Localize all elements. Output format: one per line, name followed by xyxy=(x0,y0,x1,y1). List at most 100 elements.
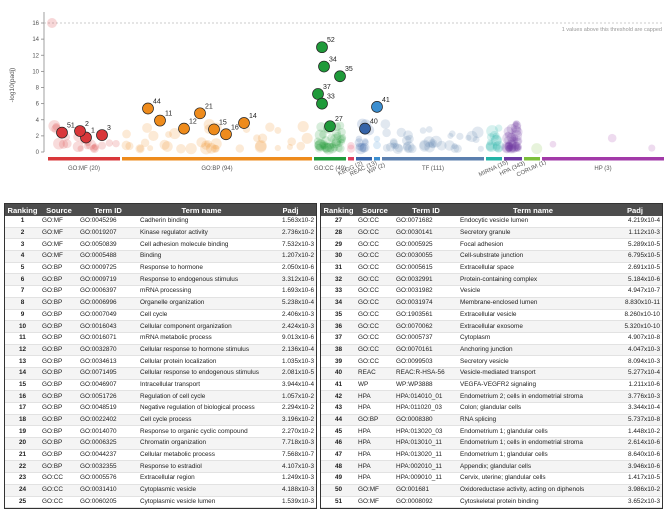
highlighted-point[interactable] xyxy=(316,97,328,110)
background-point xyxy=(162,141,173,152)
highlighted-point[interactable] xyxy=(194,107,206,120)
background-point xyxy=(507,142,517,152)
cell-ranking: 43 xyxy=(321,402,356,415)
background-point xyxy=(515,143,522,151)
background-point xyxy=(301,132,313,144)
cell-term-id: GO:0014070 xyxy=(78,425,138,439)
background-point xyxy=(506,144,514,152)
cell-ranking: 22 xyxy=(5,460,40,474)
cell-padj: 8.094x10-3 xyxy=(608,355,662,368)
cell-padj: 1.249x10-3 xyxy=(265,472,316,485)
highlighted-point[interactable] xyxy=(74,125,86,137)
background-point xyxy=(346,144,356,153)
background-point xyxy=(338,138,346,146)
background-point xyxy=(424,141,435,153)
cell-term-name: Endometrium 1; cells in endometrial stro… xyxy=(458,437,608,450)
cell-source: HPA xyxy=(356,472,394,485)
highlighted-point[interactable] xyxy=(318,60,330,73)
y-tick-label: 10 xyxy=(32,69,39,75)
cell-source: GO:MF xyxy=(40,250,78,263)
highlighted-point[interactable] xyxy=(238,117,250,129)
table-row: 1 GO:MF GO:0045296 Cadherin binding 1.563x10… xyxy=(5,216,316,228)
highlighted-point[interactable] xyxy=(208,123,220,136)
background-point xyxy=(336,140,343,148)
y-tick-label: 12 xyxy=(32,53,39,59)
highlighted-point[interactable] xyxy=(316,41,328,54)
cell-term-id: GO:0006996 xyxy=(78,297,138,310)
y-ticks: 0 2 4 6 8 10 12 14 16 xyxy=(32,21,44,156)
cell-ranking: 39 xyxy=(321,355,356,368)
table-row: 47 HPA HPA:013020_11 Endometrium 1; glandul… xyxy=(321,449,662,462)
background-point xyxy=(210,138,222,150)
background-point xyxy=(121,140,132,151)
cell-term-id: GO:0022402 xyxy=(78,414,138,427)
source-bar xyxy=(542,157,664,161)
cell-term-id: GO:0005615 xyxy=(394,262,458,275)
cell-term-name: Cadherin binding xyxy=(138,216,265,228)
cell-padj: 8.830x10-11 xyxy=(608,297,662,310)
background-point xyxy=(337,127,346,137)
cell-term-name: Colon; glandular cells xyxy=(458,402,608,415)
cell-term-id: GO:0009719 xyxy=(78,273,138,287)
table-row: 13 GO:BP GO:0034613 Cellular protein locali… xyxy=(5,355,316,368)
background-point xyxy=(322,142,335,155)
cell-padj: 1.207x10-2 xyxy=(265,250,316,263)
cell-term-id: HPA:013020_11 xyxy=(394,449,458,462)
source-bar xyxy=(314,157,346,161)
cell-term-id: HPA:013020_03 xyxy=(394,425,458,439)
source-bar xyxy=(524,157,540,161)
highlighted-point[interactable] xyxy=(154,114,166,127)
cell-term-name: Cellular response to endogenous stimulus xyxy=(138,367,265,380)
cell-source: GO:BP xyxy=(40,460,78,474)
highlighted-point[interactable] xyxy=(142,102,154,115)
cell-ranking: 15 xyxy=(5,379,40,392)
background-point xyxy=(506,132,516,143)
point-label: 15 xyxy=(219,119,227,126)
background-point xyxy=(200,142,213,155)
background-point xyxy=(419,139,431,151)
cell-padj: 4.107x10-3 xyxy=(265,460,316,474)
cell-ranking: 32 xyxy=(321,273,356,287)
highlighted-point[interactable] xyxy=(56,126,68,139)
background-point xyxy=(122,129,131,139)
cell-term-id: HPA:009010_11 xyxy=(394,472,458,485)
cell-source: HPA xyxy=(356,390,394,403)
table-row: 45 HPA HPA:013020_03 Endometrium 1; glandul… xyxy=(321,425,662,439)
cell-term-id: GO:0005576 xyxy=(78,472,138,485)
background-point xyxy=(90,144,98,152)
cell-term-name: Cellular response to hormone stimulus xyxy=(138,344,265,357)
cell-ranking: 44 xyxy=(321,414,356,427)
cell-source: GO:CC xyxy=(356,227,394,240)
highlighted-point[interactable] xyxy=(220,128,232,141)
table-row: 27 GO:CC GO:0071682 Endocytic vesicle lumen… xyxy=(321,216,662,228)
highlighted-point[interactable] xyxy=(334,70,346,83)
cell-ranking: 50 xyxy=(321,484,356,497)
cell-term-name: Secretory vesicle xyxy=(458,355,608,368)
cell-ranking: 52 xyxy=(321,507,356,508)
highlighted-point[interactable] xyxy=(371,100,383,113)
header-source: Source xyxy=(40,204,78,216)
background-point xyxy=(510,130,523,142)
highlighted-point[interactable] xyxy=(178,122,190,135)
cell-source: GO:BP xyxy=(40,437,78,450)
background-point xyxy=(390,142,397,149)
table-row: 25 GO:CC GO:0060205 Cytoplasmic vesicle lum… xyxy=(5,496,316,508)
cell-term-name: Endocytic vesicle lumen xyxy=(458,216,608,228)
background-point xyxy=(373,141,381,150)
cell-padj: 3.312x10-6 xyxy=(265,273,316,287)
cell-term-id: GO:0019207 xyxy=(78,227,138,240)
background-point xyxy=(607,133,617,143)
highlighted-point[interactable] xyxy=(324,120,336,133)
cell-padj: 2.050x10-6 xyxy=(265,262,316,275)
cell-term-id: GO:0006397 xyxy=(78,285,138,298)
highlighted-point[interactable] xyxy=(96,129,108,141)
highlighted-point[interactable] xyxy=(359,122,371,135)
background-point xyxy=(472,136,480,144)
background-point xyxy=(471,126,484,139)
point-label: 2 xyxy=(85,121,89,128)
background-point xyxy=(492,141,502,150)
background-point xyxy=(396,127,407,138)
background-point xyxy=(359,142,370,153)
y-axis-label: -log10(padj) xyxy=(9,68,16,103)
